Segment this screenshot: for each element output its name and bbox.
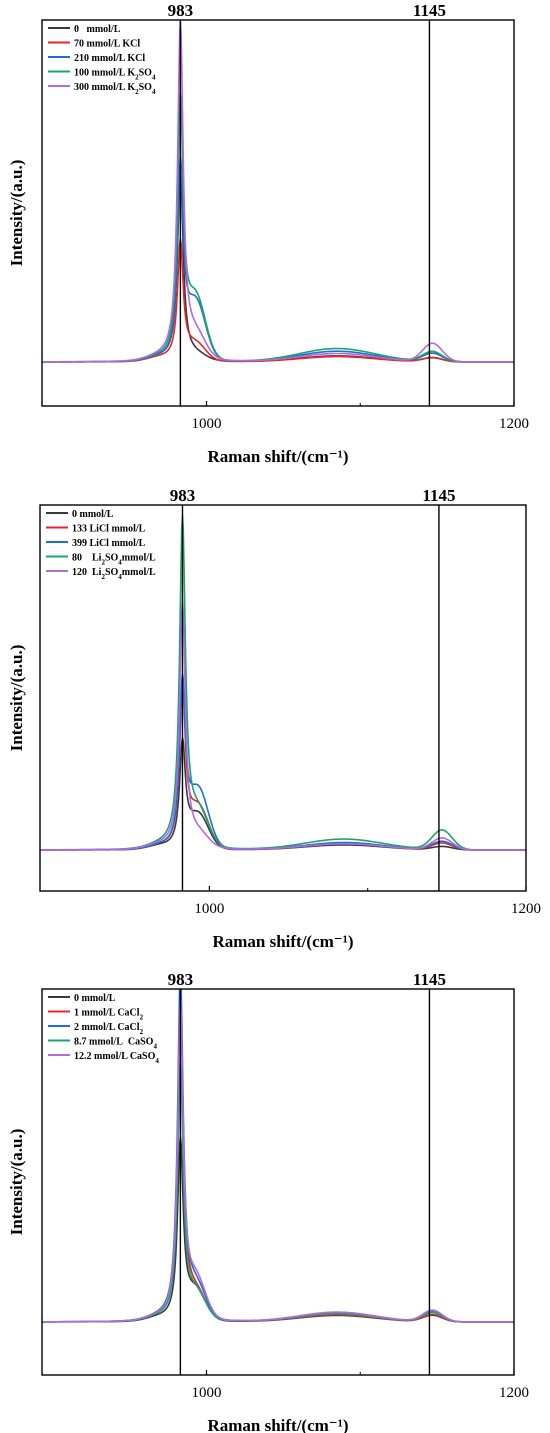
- legend-label-5: 300 mmol/L K2SO4: [74, 82, 156, 96]
- series-line-5: [42, 20, 514, 363]
- reference-label-983: 983: [170, 486, 196, 505]
- series-line-1: [42, 171, 514, 363]
- reference-label-983: 983: [168, 970, 194, 989]
- legend-label-5: 12.2 mmol/L CaSO4: [74, 1051, 159, 1065]
- legend-label-1: 0 mmol/L: [72, 509, 114, 520]
- y-axis-label: Intensity/(a.u.): [7, 645, 26, 752]
- plot-frame: [39, 504, 527, 892]
- plot-frame: [41, 19, 515, 407]
- series-line-1: [40, 737, 526, 851]
- reference-label-983: 983: [168, 1, 194, 20]
- x-axis-label: Raman shift/(cm⁻¹): [207, 1416, 348, 1433]
- reference-label-1145: 1145: [422, 486, 455, 505]
- series-line-4: [42, 92, 514, 363]
- x-tick-label-1000: 1000: [192, 1385, 222, 1401]
- chart-panel-2: 983 1145 1000 1200 Raman shift/(cm⁻¹) Intensi…: [7, 486, 541, 951]
- legend-label-3: 2 mmol/L CaCl2: [74, 1022, 144, 1036]
- chart-panel-1: 983 1145 1000 1200 Raman shift/(cm⁻¹) Intensi…: [7, 1, 529, 466]
- x-tick-label-1000: 1000: [192, 416, 222, 432]
- legend-label-1: 0 mmol/L: [74, 993, 116, 1004]
- series-line-4: [40, 515, 526, 851]
- series-line-3: [42, 157, 514, 363]
- x-tick-label-1200: 1200: [499, 416, 529, 432]
- reference-label-1145: 1145: [413, 970, 446, 989]
- series-line-1: [42, 1136, 514, 1323]
- x-tick-label-1200: 1200: [499, 1385, 529, 1401]
- legend-label-1: 0 mmol/L: [74, 24, 121, 35]
- series-line-2: [42, 238, 514, 363]
- legend-label-3: 210 mmol/L KCl: [74, 53, 145, 64]
- series-line-4: [42, 1062, 514, 1323]
- x-axis-label: Raman shift/(cm⁻¹): [212, 932, 353, 951]
- legend-label-2: 1 mmol/L CaCl2: [74, 1008, 144, 1022]
- legend-label-2: 70 mmol/L KCl: [74, 39, 140, 50]
- legend-label-4: 8.7 mmol/L CaSO4: [74, 1037, 157, 1051]
- y-axis-label: Intensity/(a.u.): [7, 1129, 26, 1236]
- x-axis-label: Raman shift/(cm⁻¹): [207, 447, 348, 466]
- y-axis-label: Intensity/(a.u.): [7, 160, 26, 267]
- legend-label-5: 120 Li2SO4mmol/L: [72, 567, 156, 581]
- x-tick-label-1000: 1000: [194, 901, 224, 917]
- plot-frame: [41, 988, 515, 1376]
- series-line-5: [42, 1000, 514, 1323]
- x-tick-label-1200: 1200: [511, 901, 541, 917]
- series-line-3: [40, 673, 526, 851]
- legend: 0 mmol/L 133 LiCl mmol/L 399 LiCl mmol/L 80…: [46, 509, 156, 581]
- chart-panel-3: 983 1145 1000 1200 Raman shift/(cm⁻¹) Intensi…: [7, 970, 529, 1433]
- legend-label-4: 100 mmol/L K2SO4: [74, 68, 156, 82]
- reference-label-1145: 1145: [413, 1, 446, 20]
- series-line-2: [40, 681, 526, 851]
- legend-label-2: 133 LiCl mmol/L: [72, 524, 146, 535]
- legend: 0 mmol/L 70 mmol/L KCl 210 mmol/L KCl 100 m…: [48, 24, 156, 96]
- legend-label-3: 399 LiCl mmol/L: [72, 538, 146, 549]
- series-line-5: [40, 602, 526, 851]
- legend-label-4: 80 Li2SO4mmol/L: [72, 553, 156, 567]
